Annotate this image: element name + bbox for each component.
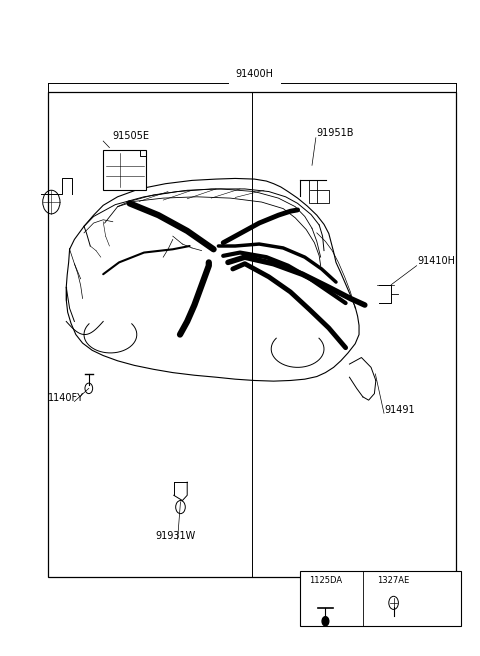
Text: 91951B: 91951B: [317, 128, 354, 138]
Text: 1125DA: 1125DA: [309, 576, 342, 585]
Bar: [300, 571, 461, 626]
Text: 1327AE: 1327AE: [377, 576, 410, 585]
Text: 1140FY: 1140FY: [48, 394, 84, 403]
FancyBboxPatch shape: [103, 150, 146, 190]
Bar: [48, 92, 456, 577]
Circle shape: [322, 617, 329, 626]
Text: 91400H: 91400H: [235, 69, 274, 79]
Text: 91410H: 91410H: [418, 256, 456, 266]
Text: 91931W: 91931W: [155, 531, 195, 541]
Text: 91491: 91491: [384, 405, 415, 415]
Text: 91505E: 91505E: [113, 131, 150, 141]
